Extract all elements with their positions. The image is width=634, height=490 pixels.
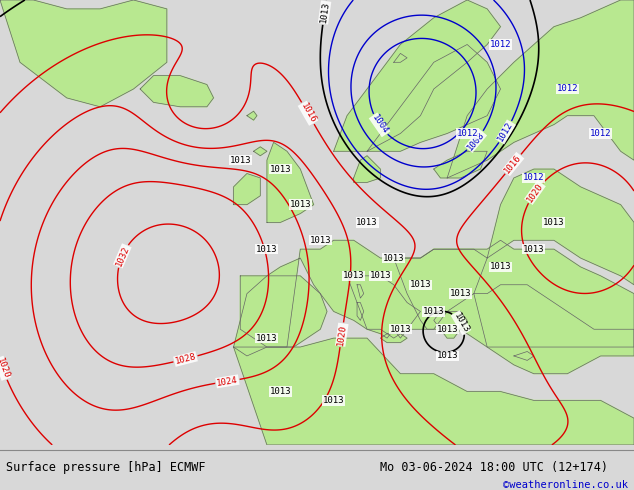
- Text: 1013: 1013: [256, 245, 278, 254]
- Text: 1012: 1012: [496, 121, 515, 144]
- Polygon shape: [487, 169, 634, 285]
- Text: 1013: 1013: [370, 271, 391, 280]
- Text: 1013: 1013: [323, 396, 344, 405]
- Text: 1012: 1012: [523, 173, 545, 182]
- Text: 1013: 1013: [410, 280, 431, 289]
- Text: 1012: 1012: [557, 84, 578, 94]
- Text: 1013: 1013: [390, 325, 411, 334]
- Text: 1013: 1013: [490, 263, 511, 271]
- Polygon shape: [514, 351, 534, 360]
- Text: 1012: 1012: [456, 129, 478, 138]
- Text: 1004: 1004: [370, 113, 389, 136]
- Polygon shape: [0, 0, 167, 107]
- Text: 1013: 1013: [543, 218, 565, 227]
- Text: 1016: 1016: [299, 101, 317, 125]
- Polygon shape: [394, 249, 487, 329]
- Text: 1013: 1013: [436, 325, 458, 334]
- Text: 1013: 1013: [436, 351, 458, 361]
- Text: 1013: 1013: [343, 271, 365, 280]
- Polygon shape: [347, 276, 420, 338]
- Text: 1013: 1013: [230, 156, 251, 165]
- Polygon shape: [333, 0, 500, 151]
- Text: 1013: 1013: [523, 245, 545, 254]
- Text: 1013: 1013: [256, 334, 278, 343]
- Text: 1013: 1013: [423, 307, 444, 316]
- Polygon shape: [474, 285, 634, 347]
- Text: 1012: 1012: [590, 129, 611, 138]
- Polygon shape: [247, 111, 257, 120]
- Polygon shape: [380, 334, 407, 343]
- Polygon shape: [267, 143, 314, 222]
- Text: 1020: 1020: [336, 323, 347, 346]
- Polygon shape: [367, 45, 500, 151]
- Text: 1028: 1028: [174, 352, 197, 366]
- Text: Mo 03-06-2024 18:00 UTC (12+174): Mo 03-06-2024 18:00 UTC (12+174): [380, 461, 609, 474]
- Text: 1008: 1008: [465, 130, 486, 152]
- Polygon shape: [233, 173, 261, 205]
- Polygon shape: [233, 338, 634, 445]
- Text: 1013: 1013: [383, 253, 404, 263]
- Text: 1013: 1013: [318, 1, 330, 24]
- Polygon shape: [357, 302, 364, 320]
- Polygon shape: [140, 75, 214, 107]
- Text: 1013: 1013: [269, 165, 291, 173]
- Text: 1013: 1013: [356, 218, 378, 227]
- Polygon shape: [447, 0, 634, 178]
- Polygon shape: [394, 53, 407, 62]
- Text: 1013: 1013: [269, 387, 291, 396]
- Text: Surface pressure [hPa] ECMWF: Surface pressure [hPa] ECMWF: [6, 461, 206, 474]
- Polygon shape: [354, 156, 380, 182]
- Text: ©weatheronline.co.uk: ©weatheronline.co.uk: [503, 480, 628, 490]
- Polygon shape: [254, 147, 267, 156]
- Text: 1013: 1013: [290, 200, 311, 209]
- Text: 1013: 1013: [309, 236, 331, 245]
- Text: 1032: 1032: [114, 244, 131, 268]
- Text: 1024: 1024: [216, 375, 239, 388]
- Text: 1012: 1012: [490, 40, 511, 49]
- Text: 1013: 1013: [450, 289, 471, 298]
- Polygon shape: [233, 240, 634, 374]
- Polygon shape: [357, 285, 364, 298]
- Text: 1020: 1020: [525, 181, 545, 204]
- Polygon shape: [240, 276, 327, 347]
- Polygon shape: [434, 151, 487, 178]
- Text: 1020: 1020: [0, 357, 11, 380]
- Text: 1016: 1016: [503, 153, 523, 175]
- Polygon shape: [434, 312, 467, 338]
- Text: 1013: 1013: [451, 311, 470, 334]
